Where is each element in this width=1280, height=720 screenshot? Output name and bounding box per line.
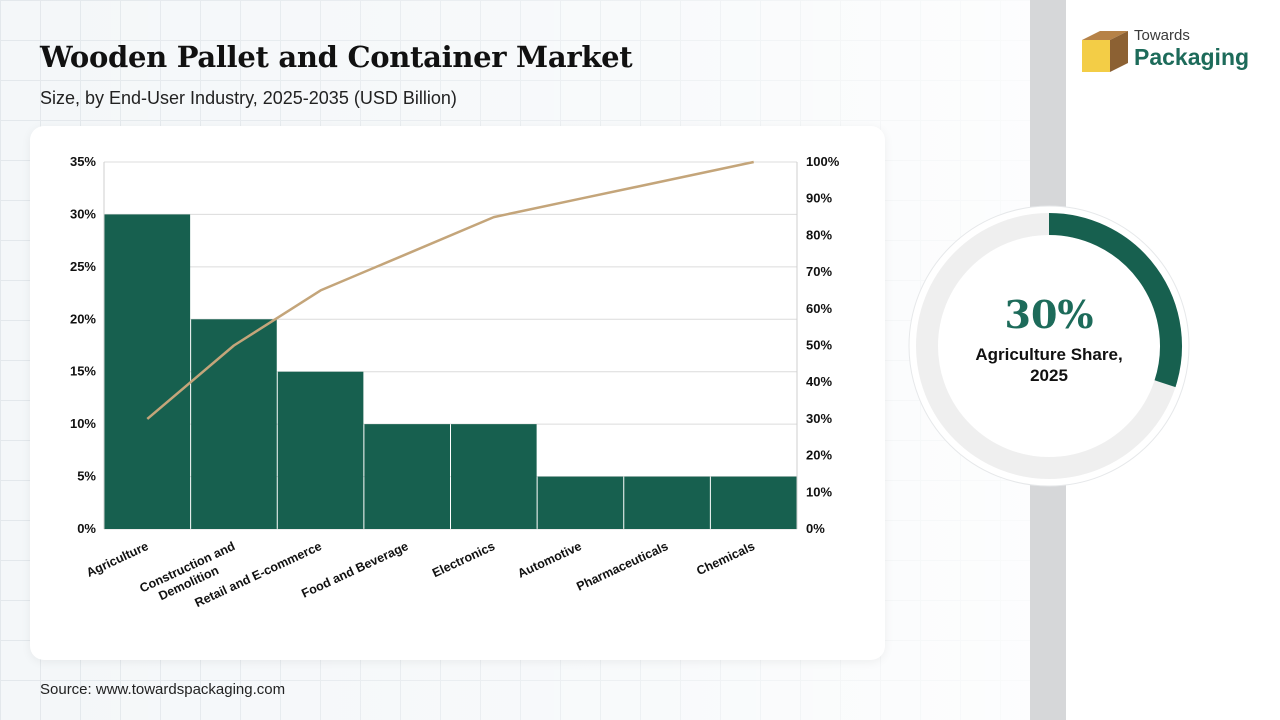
cumulative-line	[146, 160, 754, 420]
share-label: Agriculture Share, 2025	[975, 345, 1123, 385]
y-tick-label: 0%	[77, 521, 96, 536]
source-note: Source: www.towardspackaging.com	[40, 681, 286, 698]
x-tick-label: Chemicals	[694, 539, 757, 578]
y2-tick-label: 30%	[806, 411, 832, 426]
y2-tick-label: 0%	[806, 521, 825, 536]
y2-tick-label: 90%	[806, 191, 832, 206]
y-tick-label: 20%	[70, 311, 96, 326]
x-tick-label: Agriculture	[84, 539, 150, 580]
y2-tick-label: 10%	[806, 484, 832, 499]
bar	[277, 371, 364, 529]
bar	[710, 476, 797, 529]
x-tick-label: Electronics	[430, 539, 497, 580]
brand-box-icon	[1082, 31, 1128, 72]
bar	[104, 214, 191, 529]
share-donut	[908, 205, 1190, 487]
page-title: Wooden Pallet and Container Market	[40, 40, 633, 74]
y-tick-label: 30%	[70, 206, 96, 221]
share-value: 30%	[1004, 292, 1094, 337]
y2-tick-label: 20%	[806, 448, 832, 463]
y2-tick-label: 40%	[806, 374, 832, 389]
brand-name-bottom: Packaging	[1134, 44, 1250, 70]
y2-tick-label: 50%	[806, 338, 832, 353]
bar	[537, 476, 624, 529]
x-tick-label: Automotive	[515, 539, 583, 581]
bar	[364, 424, 450, 529]
x-tick-label: Pharmaceuticals	[574, 539, 670, 594]
bar	[191, 319, 277, 529]
y2-tick-label: 60%	[806, 301, 832, 316]
y2-tick-label: 100%	[806, 154, 840, 169]
page-subtitle: Size, by End-User Industry, 2025-2035 (U…	[40, 88, 457, 108]
bar	[451, 424, 537, 529]
y-tick-label: 5%	[77, 469, 96, 484]
y-tick-label: 25%	[70, 259, 96, 274]
x-tick-label: Construction andDemolition	[138, 539, 244, 609]
y2-tick-label: 70%	[806, 264, 832, 279]
y-tick-label: 35%	[70, 154, 96, 169]
y-tick-label: 10%	[70, 416, 96, 431]
y-tick-label: 15%	[70, 364, 96, 379]
donut-share-arc	[1048, 213, 1182, 388]
y2-tick-label: 80%	[806, 227, 832, 242]
brand-name-top: Towards	[1134, 27, 1190, 44]
pareto-chart: 0% 5% 10% 15% 20% 25% 30% 35% 0% 10% 20% 30% 40% 50% 6…	[70, 154, 840, 610]
bar	[624, 476, 710, 529]
